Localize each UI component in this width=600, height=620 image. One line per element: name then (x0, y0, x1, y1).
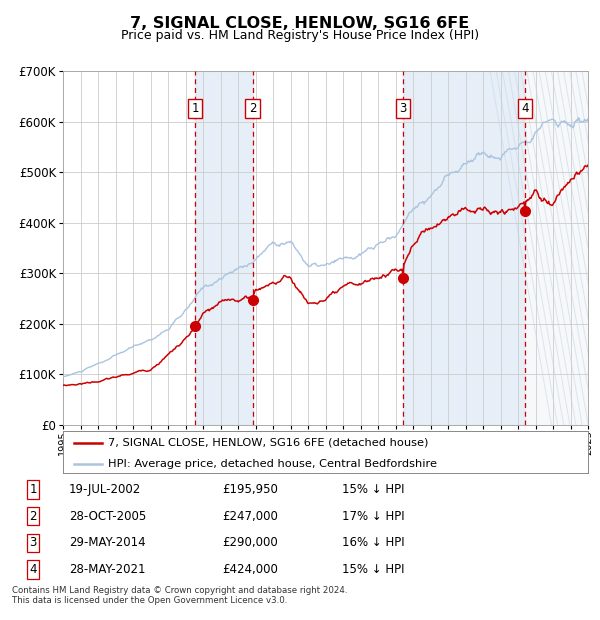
Bar (525, 71, 588, 425)
Text: 28-MAY-2021: 28-MAY-2021 (69, 563, 146, 576)
Text: 3: 3 (29, 536, 37, 549)
Bar (403, 71, 525, 425)
Text: 3: 3 (399, 102, 406, 115)
Text: £424,000: £424,000 (222, 563, 278, 576)
Text: £195,950: £195,950 (222, 483, 278, 496)
Text: 2: 2 (29, 510, 37, 523)
Text: 15% ↓ HPI: 15% ↓ HPI (342, 483, 404, 496)
Text: £247,000: £247,000 (222, 510, 278, 523)
Text: 1: 1 (29, 483, 37, 496)
Text: HPI: Average price, detached house, Central Bedfordshire: HPI: Average price, detached house, Cent… (107, 459, 437, 469)
Text: 28-OCT-2005: 28-OCT-2005 (69, 510, 146, 523)
Text: 19-JUL-2002: 19-JUL-2002 (69, 483, 141, 496)
Text: 1: 1 (191, 102, 199, 115)
Bar (195, 71, 253, 425)
Text: Price paid vs. HM Land Registry's House Price Index (HPI): Price paid vs. HM Land Registry's House … (121, 29, 479, 42)
Text: 16% ↓ HPI: 16% ↓ HPI (342, 536, 404, 549)
Text: 4: 4 (29, 563, 37, 576)
Text: 17% ↓ HPI: 17% ↓ HPI (342, 510, 404, 523)
Text: 7, SIGNAL CLOSE, HENLOW, SG16 6FE (detached house): 7, SIGNAL CLOSE, HENLOW, SG16 6FE (detac… (107, 438, 428, 448)
Text: £290,000: £290,000 (222, 536, 278, 549)
Text: 29-MAY-2014: 29-MAY-2014 (69, 536, 146, 549)
Text: Contains HM Land Registry data © Crown copyright and database right 2024.
This d: Contains HM Land Registry data © Crown c… (12, 586, 347, 605)
Text: 7, SIGNAL CLOSE, HENLOW, SG16 6FE: 7, SIGNAL CLOSE, HENLOW, SG16 6FE (130, 16, 470, 30)
Text: 4: 4 (521, 102, 529, 115)
Text: 15% ↓ HPI: 15% ↓ HPI (342, 563, 404, 576)
Text: 2: 2 (249, 102, 256, 115)
